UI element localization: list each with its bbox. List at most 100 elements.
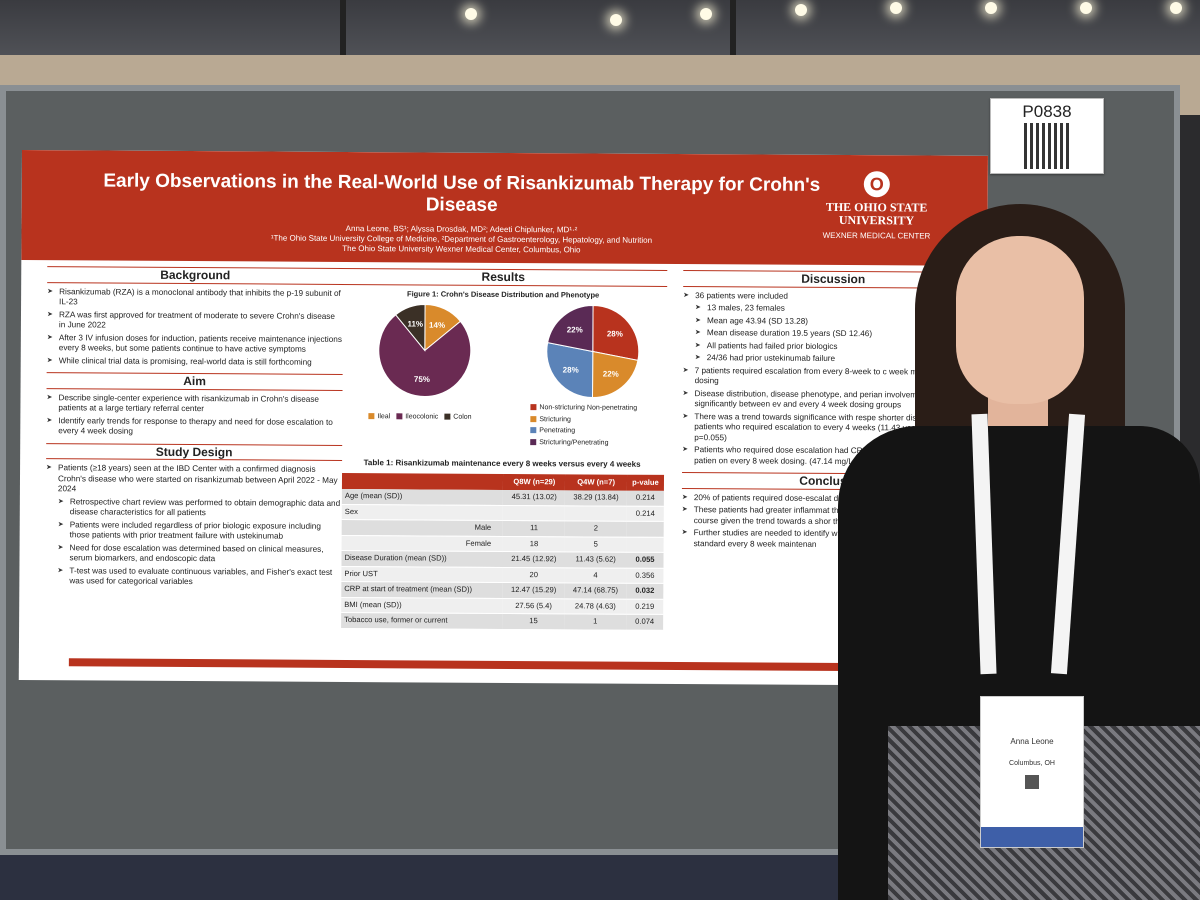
table-cell: 12.47 (15.29)	[502, 582, 565, 599]
list-item: Describe single-center experience with r…	[46, 393, 342, 416]
legend-item: Ileocolonic	[396, 412, 438, 423]
name-badge: Anna Leone Columbus, OH	[980, 696, 1084, 848]
ceiling-light	[465, 8, 477, 20]
presenter-person: Anna Leone Columbus, OH	[838, 196, 1200, 900]
background-list: Risankizumab (RZA) is a monoclonal antib…	[47, 287, 343, 368]
table-cell: 5	[564, 536, 627, 553]
table-cell: 0.219	[626, 598, 664, 615]
column-header: p-value	[626, 474, 665, 491]
section-heading: Results	[339, 267, 668, 287]
table-cell: 15	[502, 613, 565, 630]
board-number-card: P0838	[990, 98, 1104, 174]
ceiling-light	[700, 8, 712, 20]
table-cell: 0.214	[626, 505, 664, 522]
pie-slice-label: 14%	[429, 321, 445, 330]
list-item: Patients (≥18 years) seen at the IBD Cen…	[46, 463, 342, 496]
pie-charts: 14% 75% 11% Ileal Ileocolonic Colon 28% 22%…	[338, 302, 667, 454]
table-cell: Tobacco use, former or current	[341, 612, 503, 629]
legend-swatch	[530, 427, 537, 434]
ceiling-light	[985, 2, 997, 14]
pie-chart-distribution: 14% 75% 11%	[378, 303, 472, 397]
legend-swatch	[396, 413, 403, 420]
legend-swatch	[530, 404, 537, 411]
results-table: Q8W (n=29) Q4W (n=7) p-value Age (mean (…	[341, 472, 665, 630]
column-header: Q8W (n=29)	[503, 473, 566, 491]
pie-slice	[592, 304, 640, 361]
table-title: Table 1: Risankizumab maintenance every …	[363, 458, 641, 469]
presenter-face	[956, 236, 1084, 404]
table-cell: 18	[503, 535, 565, 552]
table-cell: Female	[341, 534, 504, 552]
table-cell: 0.214	[626, 490, 664, 506]
table-row: Tobacco use, former or current 15 1 0.074	[341, 612, 664, 630]
list-item: RZA was first approved for treatment of …	[47, 310, 343, 333]
table-cell	[626, 521, 664, 537]
badge-stripe	[981, 827, 1083, 847]
legend-label: Non-stricturing Non-penetrating	[539, 404, 638, 412]
pie-slice	[547, 304, 594, 353]
table-header-row: Q8W (n=29) Q4W (n=7) p-value	[341, 472, 665, 491]
section-heading: Aim	[46, 372, 343, 391]
table-cell: Age (mean (SD))	[341, 488, 504, 505]
badge-qr-icon	[1025, 775, 1039, 789]
legend-item: Stricturing	[530, 415, 637, 426]
ceiling-light	[1170, 2, 1182, 14]
table-cell: 11.43 (5.62)	[564, 551, 627, 568]
table-cell	[503, 504, 566, 521]
pie-legend: Non-stricturing Non-penetrating Strictur…	[530, 403, 637, 450]
table-cell: 27.56 (5.4)	[502, 597, 565, 614]
pie-chart-phenotype: 28% 22% 28% 22%	[546, 304, 640, 398]
column-header	[341, 472, 504, 490]
pie-slice	[394, 303, 426, 352]
pie-slice-label: 22%	[567, 325, 583, 334]
table-cell: CRP at start of treatment (mean (SD))	[341, 581, 503, 598]
figure-title: Figure 1: Crohn's Disease Distribution a…	[406, 288, 600, 300]
column-header: Q4W (n=7)	[565, 473, 628, 491]
qr-code-icon	[1024, 123, 1070, 169]
pie-slice-label: 28%	[607, 329, 623, 338]
list-item: Need for dose escalation was determined …	[45, 543, 341, 566]
table-cell: Prior UST	[341, 565, 503, 583]
study-design-list: Patients (≥18 years) seen at the IBD Cen…	[45, 463, 342, 588]
table-cell: 0.032	[626, 583, 664, 599]
table-cell: 11	[503, 520, 565, 537]
poster-authors: Anna Leone, BS¹; Alyssa Drosdak, MD²; Ad…	[101, 222, 821, 256]
section-heading: Background	[47, 266, 344, 285]
pie-slice-label: 75%	[414, 375, 430, 384]
legend-swatch	[444, 413, 451, 420]
table-cell: Disease Duration (mean (SD))	[341, 550, 504, 567]
pie-slice	[591, 350, 639, 398]
block-o-icon: O	[863, 171, 890, 198]
table-cell: 24.78 (4.63)	[564, 598, 627, 615]
pie-chart-box: 14% 75% 11% Ileal Ileocolonic Colon	[338, 302, 499, 453]
table-cell	[626, 536, 664, 553]
badge-city: Columbus, OH	[1009, 760, 1055, 767]
legend-label: Penetrating	[539, 427, 576, 435]
table-cell	[564, 505, 627, 522]
list-item: Patients were included regardless of pri…	[46, 520, 342, 543]
legend-label: Stricturing/Penetrating	[539, 438, 609, 447]
list-item: T-test was used to evaluate continuous v…	[45, 566, 341, 589]
board-number: P0838	[1022, 102, 1072, 121]
table-cell: BMI (mean (SD))	[341, 596, 503, 614]
list-item: Retrospective chart review was performed…	[46, 497, 342, 520]
table-cell: 38.29 (13.84)	[565, 490, 627, 506]
table-cell: 21.45 (12.92)	[502, 551, 565, 568]
legend-swatch	[530, 438, 537, 445]
legend-label: Ileocolonic	[405, 413, 439, 421]
table-cell: Sex	[341, 503, 504, 521]
legend-swatch	[530, 415, 537, 422]
table-cell: 47.14 (68.75)	[564, 582, 627, 599]
poster-column-middle: Results Figure 1: Crohn's Disease Distri…	[337, 262, 668, 684]
legend-item: Non-stricturing Non-penetrating	[530, 403, 637, 414]
table-cell: 0.055	[626, 552, 664, 568]
legend-item: Penetrating	[530, 426, 637, 437]
research-poster: Early Observations in the Real-World Use…	[18, 150, 988, 686]
badge-name: Anna Leone	[1010, 737, 1054, 746]
ceiling-light	[610, 14, 622, 26]
list-item: Risankizumab (RZA) is a monoclonal antib…	[47, 287, 343, 310]
table-cell: 20	[502, 566, 565, 583]
legend-label: Ileal	[377, 413, 391, 421]
pie-slice-label: 22%	[603, 370, 619, 379]
table-cell: 0.356	[626, 567, 664, 584]
